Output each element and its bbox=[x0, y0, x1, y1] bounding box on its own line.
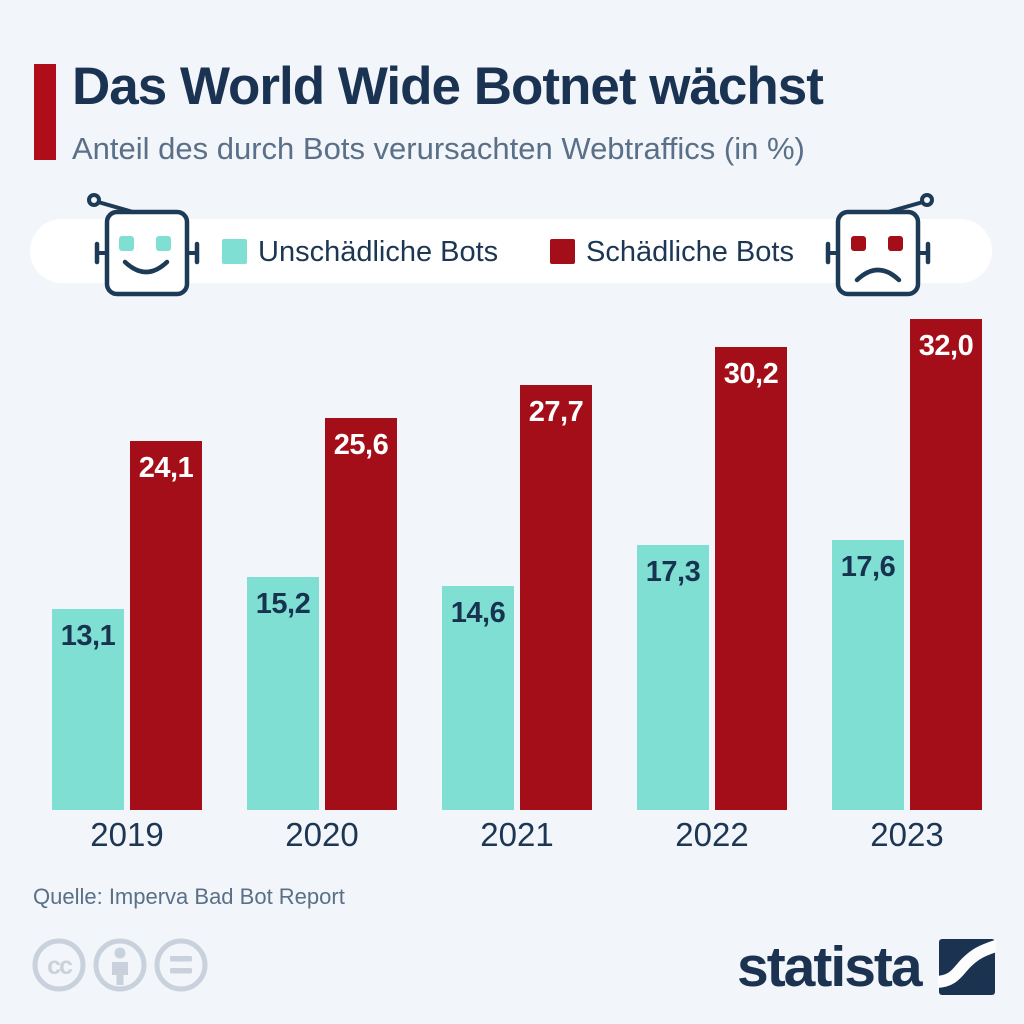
bar-harmful-2019 bbox=[130, 441, 202, 810]
legend-swatch-harmful bbox=[550, 239, 575, 264]
bar-harmful-2023 bbox=[910, 319, 982, 810]
attribution-icon bbox=[93, 938, 147, 992]
axis-label-2019: 2019 bbox=[90, 816, 164, 853]
bar-value-harmless-2021: 14,6 bbox=[450, 597, 506, 629]
axis-label-2020: 2020 bbox=[285, 816, 359, 853]
cc-license-icons: cc bbox=[32, 938, 208, 992]
bar-value-harmless-2022: 17,3 bbox=[645, 556, 701, 588]
bar-value-harmful-2019: 24,1 bbox=[138, 452, 194, 484]
title-accent-bar bbox=[34, 64, 56, 160]
cc-icon: cc bbox=[32, 938, 86, 992]
source-text: Quelle: Imperva Bad Bot Report bbox=[33, 884, 345, 909]
bar-value-harmless-2023: 17,6 bbox=[840, 551, 896, 583]
statista-logo-icon bbox=[938, 939, 996, 995]
bar-harmless-2022 bbox=[637, 545, 709, 810]
bar-value-harmless-2020: 15,2 bbox=[255, 588, 311, 620]
bar-value-harmful-2023: 32,0 bbox=[918, 330, 974, 362]
bar-harmful-2021 bbox=[520, 385, 592, 810]
bar-harmless-2023 bbox=[832, 540, 904, 810]
bar-harmful-2020 bbox=[325, 418, 397, 810]
happy-robot-icon bbox=[87, 193, 200, 297]
nd-icon bbox=[154, 938, 208, 992]
sad-robot-icon bbox=[825, 193, 934, 297]
bar-value-harmful-2021: 27,7 bbox=[528, 396, 584, 428]
legend-label-harmful: Schädliche Bots bbox=[586, 236, 794, 268]
bar-harmless-2021 bbox=[442, 586, 514, 810]
axis-label-2022: 2022 bbox=[675, 816, 749, 853]
legend-swatch-harmless bbox=[222, 239, 247, 264]
axis-label-2021: 2021 bbox=[480, 816, 554, 853]
bar-value-harmful-2020: 25,6 bbox=[333, 429, 389, 461]
page-title: Das World Wide Botnet wächst bbox=[72, 57, 824, 116]
bar-value-harmful-2022: 30,2 bbox=[723, 358, 779, 390]
bar-value-harmless-2019: 13,1 bbox=[60, 620, 116, 652]
svg-text:cc: cc bbox=[47, 952, 73, 980]
bar-harmless-2019 bbox=[52, 609, 124, 810]
statista-wordmark: statista bbox=[737, 935, 923, 999]
legend-label-harmless: Unschädliche Bots bbox=[258, 236, 499, 268]
axis-label-2023: 2023 bbox=[870, 816, 944, 853]
bar-harmful-2022 bbox=[715, 347, 787, 810]
bar-harmless-2020 bbox=[247, 577, 319, 810]
page-subtitle: Anteil des durch Bots verursachten Webtr… bbox=[72, 131, 805, 166]
